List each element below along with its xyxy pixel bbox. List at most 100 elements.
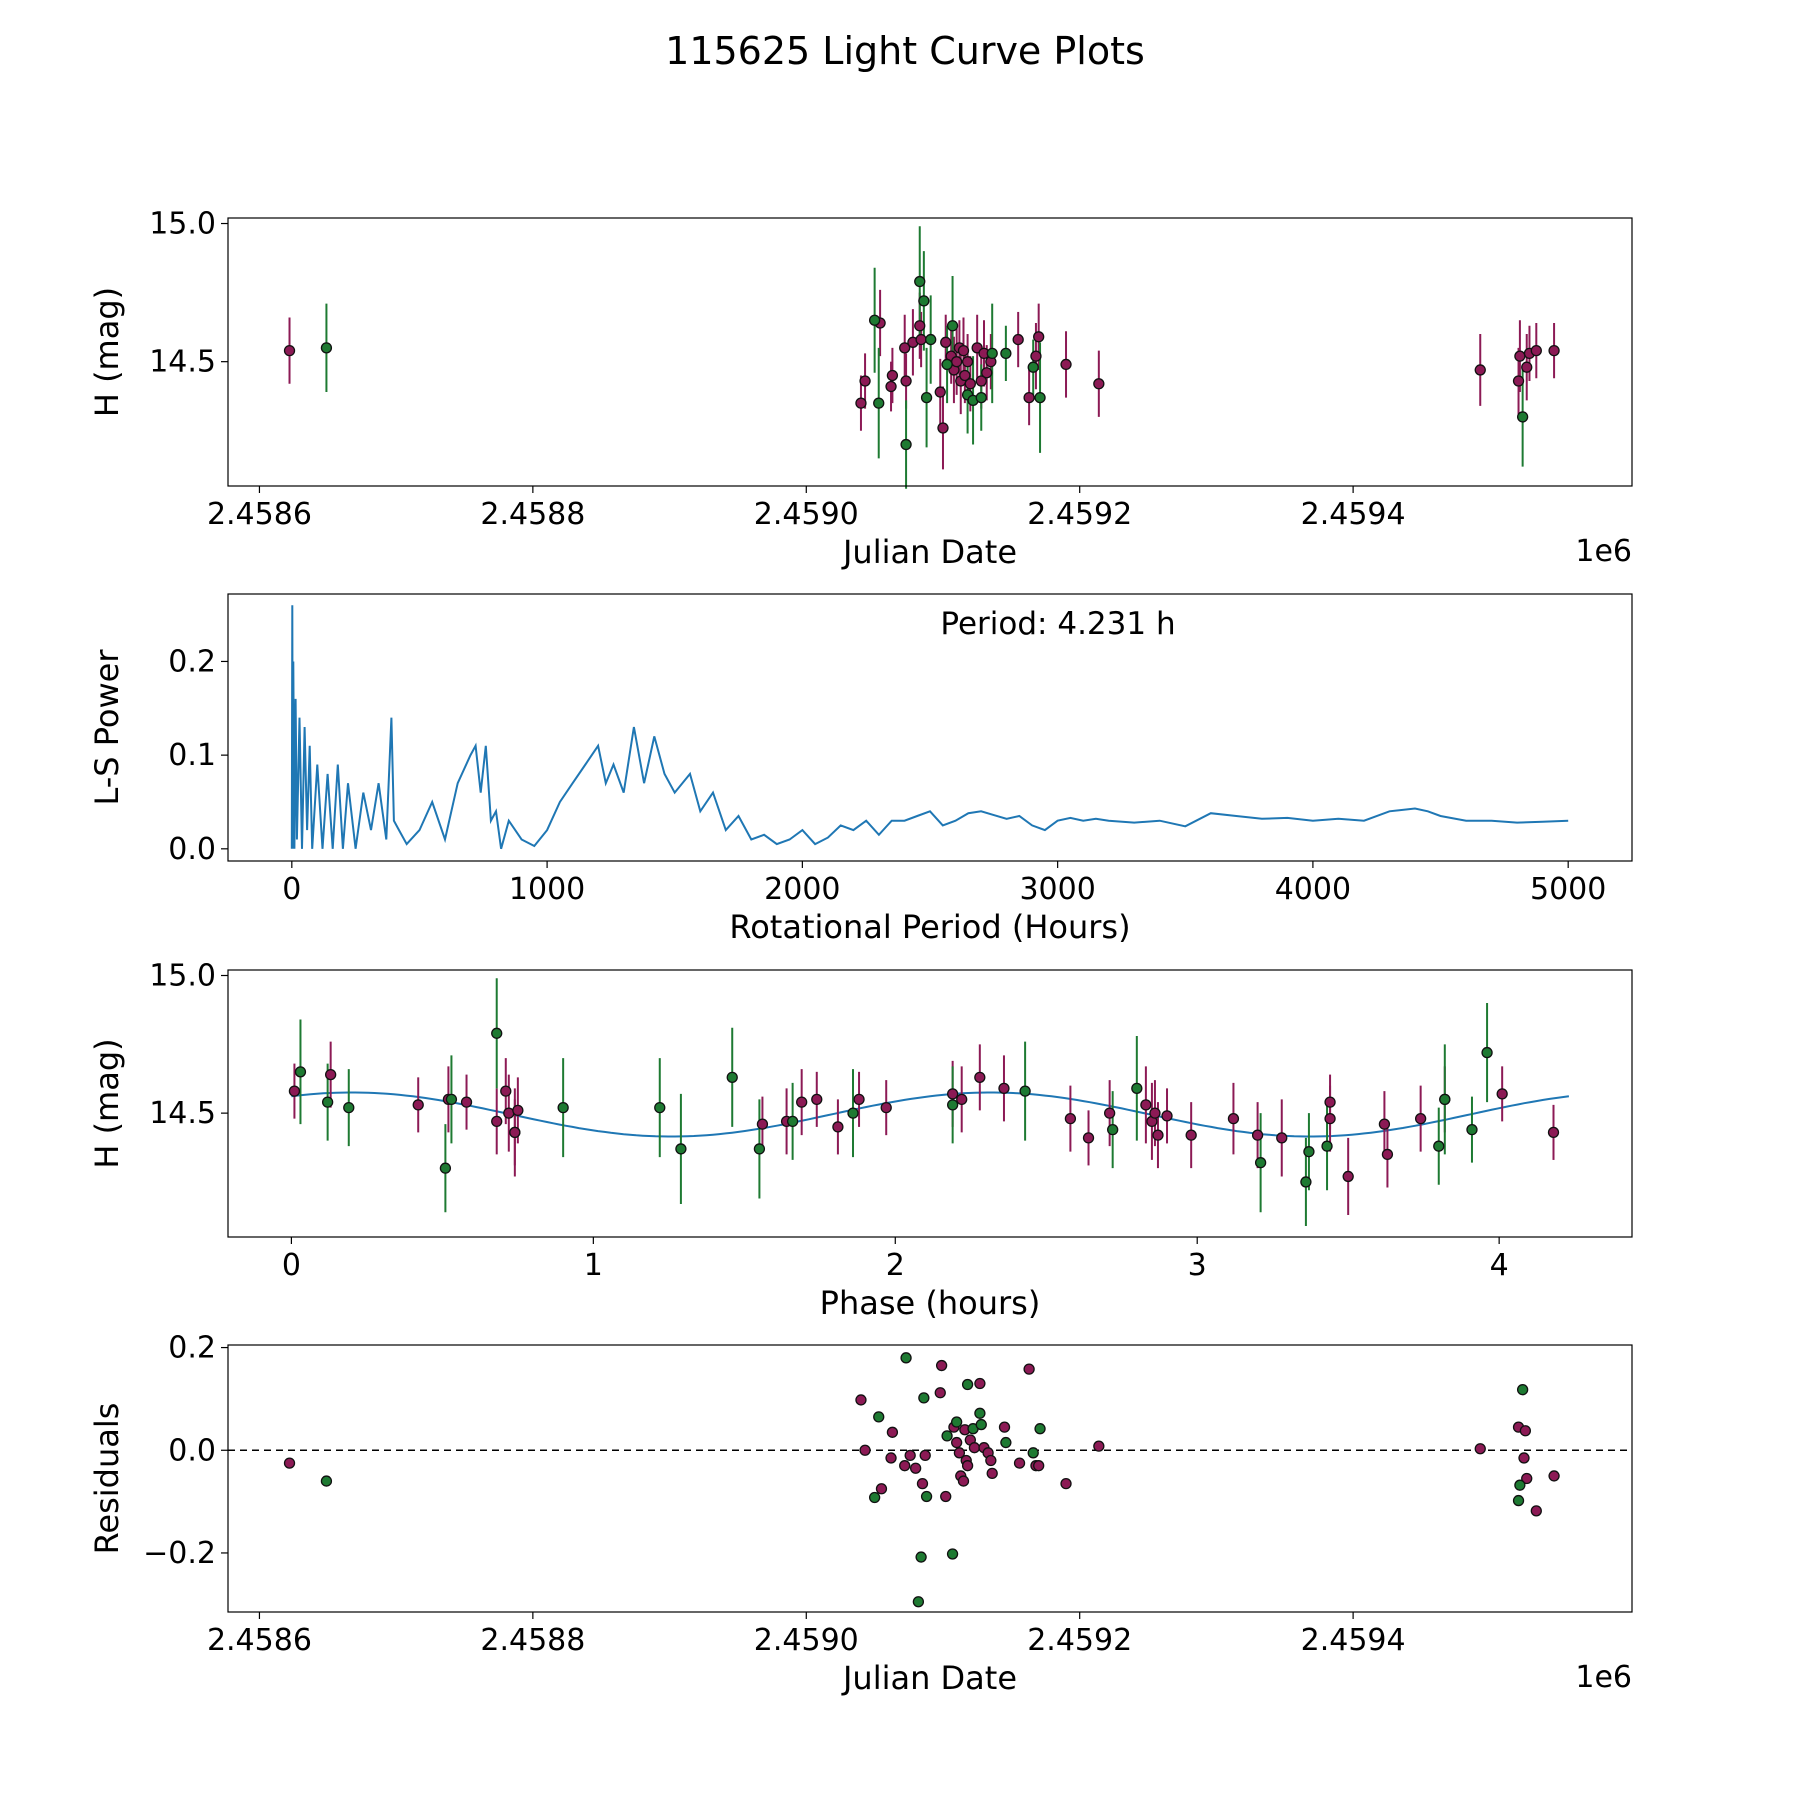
plot-frame xyxy=(227,1344,1633,1613)
data-point xyxy=(1474,364,1486,376)
y-axis-label: L-S Power xyxy=(88,649,126,806)
phased-lightcurve-panel: 0 1 2 3 4 14.5 15.0 Phase (hours) H (mag) xyxy=(88,959,1633,1322)
data-point xyxy=(1300,1176,1312,1188)
data-point xyxy=(1251,1129,1264,1141)
data-point xyxy=(914,320,926,332)
data-point xyxy=(1466,1123,1478,1136)
x-tick-label: 4000 xyxy=(1275,872,1351,907)
data-point xyxy=(1131,1082,1143,1095)
x-tick-label: 2.4592 xyxy=(1027,1623,1132,1658)
x-tick-label: 2.4586 xyxy=(207,1623,312,1658)
data-point xyxy=(1381,1148,1394,1161)
x-tick-label: 1 xyxy=(584,1248,603,1283)
residual-point xyxy=(974,1407,986,1419)
data-point xyxy=(964,378,976,390)
residual-point xyxy=(986,1467,998,1480)
x-tick-label: 2.4588 xyxy=(480,1623,585,1658)
residual-point xyxy=(918,1392,930,1404)
data-point xyxy=(941,358,953,371)
x-tick-label: 0 xyxy=(282,1248,301,1283)
data-point xyxy=(1027,361,1039,373)
data-point xyxy=(946,1099,959,1111)
residual-point xyxy=(1519,1425,1532,1437)
data-point xyxy=(1033,331,1045,343)
residual-point xyxy=(1013,1457,1026,1469)
data-point xyxy=(1303,1146,1315,1158)
data-point xyxy=(412,1099,424,1111)
data-point xyxy=(1481,1046,1493,1059)
residual-point xyxy=(859,1444,871,1456)
residual-point xyxy=(900,1352,912,1364)
residual-point xyxy=(919,1449,931,1462)
data-point xyxy=(981,367,993,379)
data-point xyxy=(920,391,933,404)
data-point xyxy=(1276,1132,1288,1144)
x-tick-label: 2.4594 xyxy=(1301,497,1406,532)
residual-point xyxy=(915,1551,927,1563)
x-tick-label: 2.4586 xyxy=(207,497,312,532)
data-point xyxy=(900,438,912,451)
residual-point xyxy=(951,1416,963,1428)
residual-point xyxy=(320,1475,333,1487)
data-point xyxy=(1034,391,1046,404)
residual-point xyxy=(961,1460,974,1472)
residual-point xyxy=(909,1462,922,1474)
data-point xyxy=(880,1101,892,1114)
residual-point xyxy=(1027,1447,1039,1459)
data-point xyxy=(1161,1110,1173,1122)
residual-point xyxy=(975,1418,987,1431)
residual-point xyxy=(1512,1494,1525,1507)
y-tick-label: 15.0 xyxy=(149,207,216,242)
data-point xyxy=(753,1143,766,1155)
data-point xyxy=(1496,1088,1508,1100)
data-point xyxy=(934,386,946,398)
data-point xyxy=(899,342,911,354)
residual-point xyxy=(941,1430,953,1442)
y-tick-label: 0.1 xyxy=(168,738,216,773)
data-point xyxy=(832,1121,844,1133)
data-point xyxy=(956,1093,968,1106)
x-tick-label: 5000 xyxy=(1530,872,1606,907)
data-point xyxy=(974,1071,986,1084)
residual-point xyxy=(998,1421,1011,1433)
lightcurve-panel: 2.4586 2.4588 2.4590 2.4592 2.4594 14.5 15.0 Ju… xyxy=(88,207,1633,571)
data-point xyxy=(1342,1170,1354,1183)
x-axis-label: Phase (hours) xyxy=(820,1284,1041,1322)
residual-point xyxy=(1530,1505,1542,1517)
data-point xyxy=(1185,1129,1197,1141)
residual-point xyxy=(886,1426,899,1438)
plot-frame xyxy=(227,593,1633,862)
data-point xyxy=(1548,344,1560,357)
data-point xyxy=(288,1085,301,1097)
data-point xyxy=(1521,361,1533,373)
x-axis-label: Julian Date xyxy=(841,1659,1017,1697)
data-point xyxy=(1060,358,1072,371)
data-point xyxy=(998,1082,1010,1095)
data-point xyxy=(325,1068,337,1081)
data-point xyxy=(1023,391,1035,404)
data-point xyxy=(975,375,987,387)
residual-point xyxy=(283,1457,296,1469)
data-point xyxy=(873,397,885,409)
y-axis-label: H (mag) xyxy=(88,1038,126,1168)
data-point xyxy=(957,344,970,357)
residual-point xyxy=(1060,1477,1072,1490)
x-offset-text: 1e6 xyxy=(1575,534,1632,569)
residual-point xyxy=(916,1477,929,1490)
data-point xyxy=(975,391,987,404)
data-point xyxy=(1012,333,1024,346)
data-point xyxy=(557,1101,569,1114)
data-point xyxy=(1254,1157,1267,1169)
data-point xyxy=(1030,350,1042,362)
data-point xyxy=(796,1096,808,1108)
data-point xyxy=(726,1071,738,1084)
data-point xyxy=(937,422,949,434)
x-tick-label: 2.4592 xyxy=(1027,497,1132,532)
data-point xyxy=(855,397,867,409)
data-point xyxy=(847,1107,859,1119)
residual-point xyxy=(1516,1384,1529,1396)
x-axis-label: Rotational Period (Hours) xyxy=(729,908,1130,946)
residual-point xyxy=(1474,1443,1486,1455)
data-point xyxy=(1140,1099,1152,1111)
